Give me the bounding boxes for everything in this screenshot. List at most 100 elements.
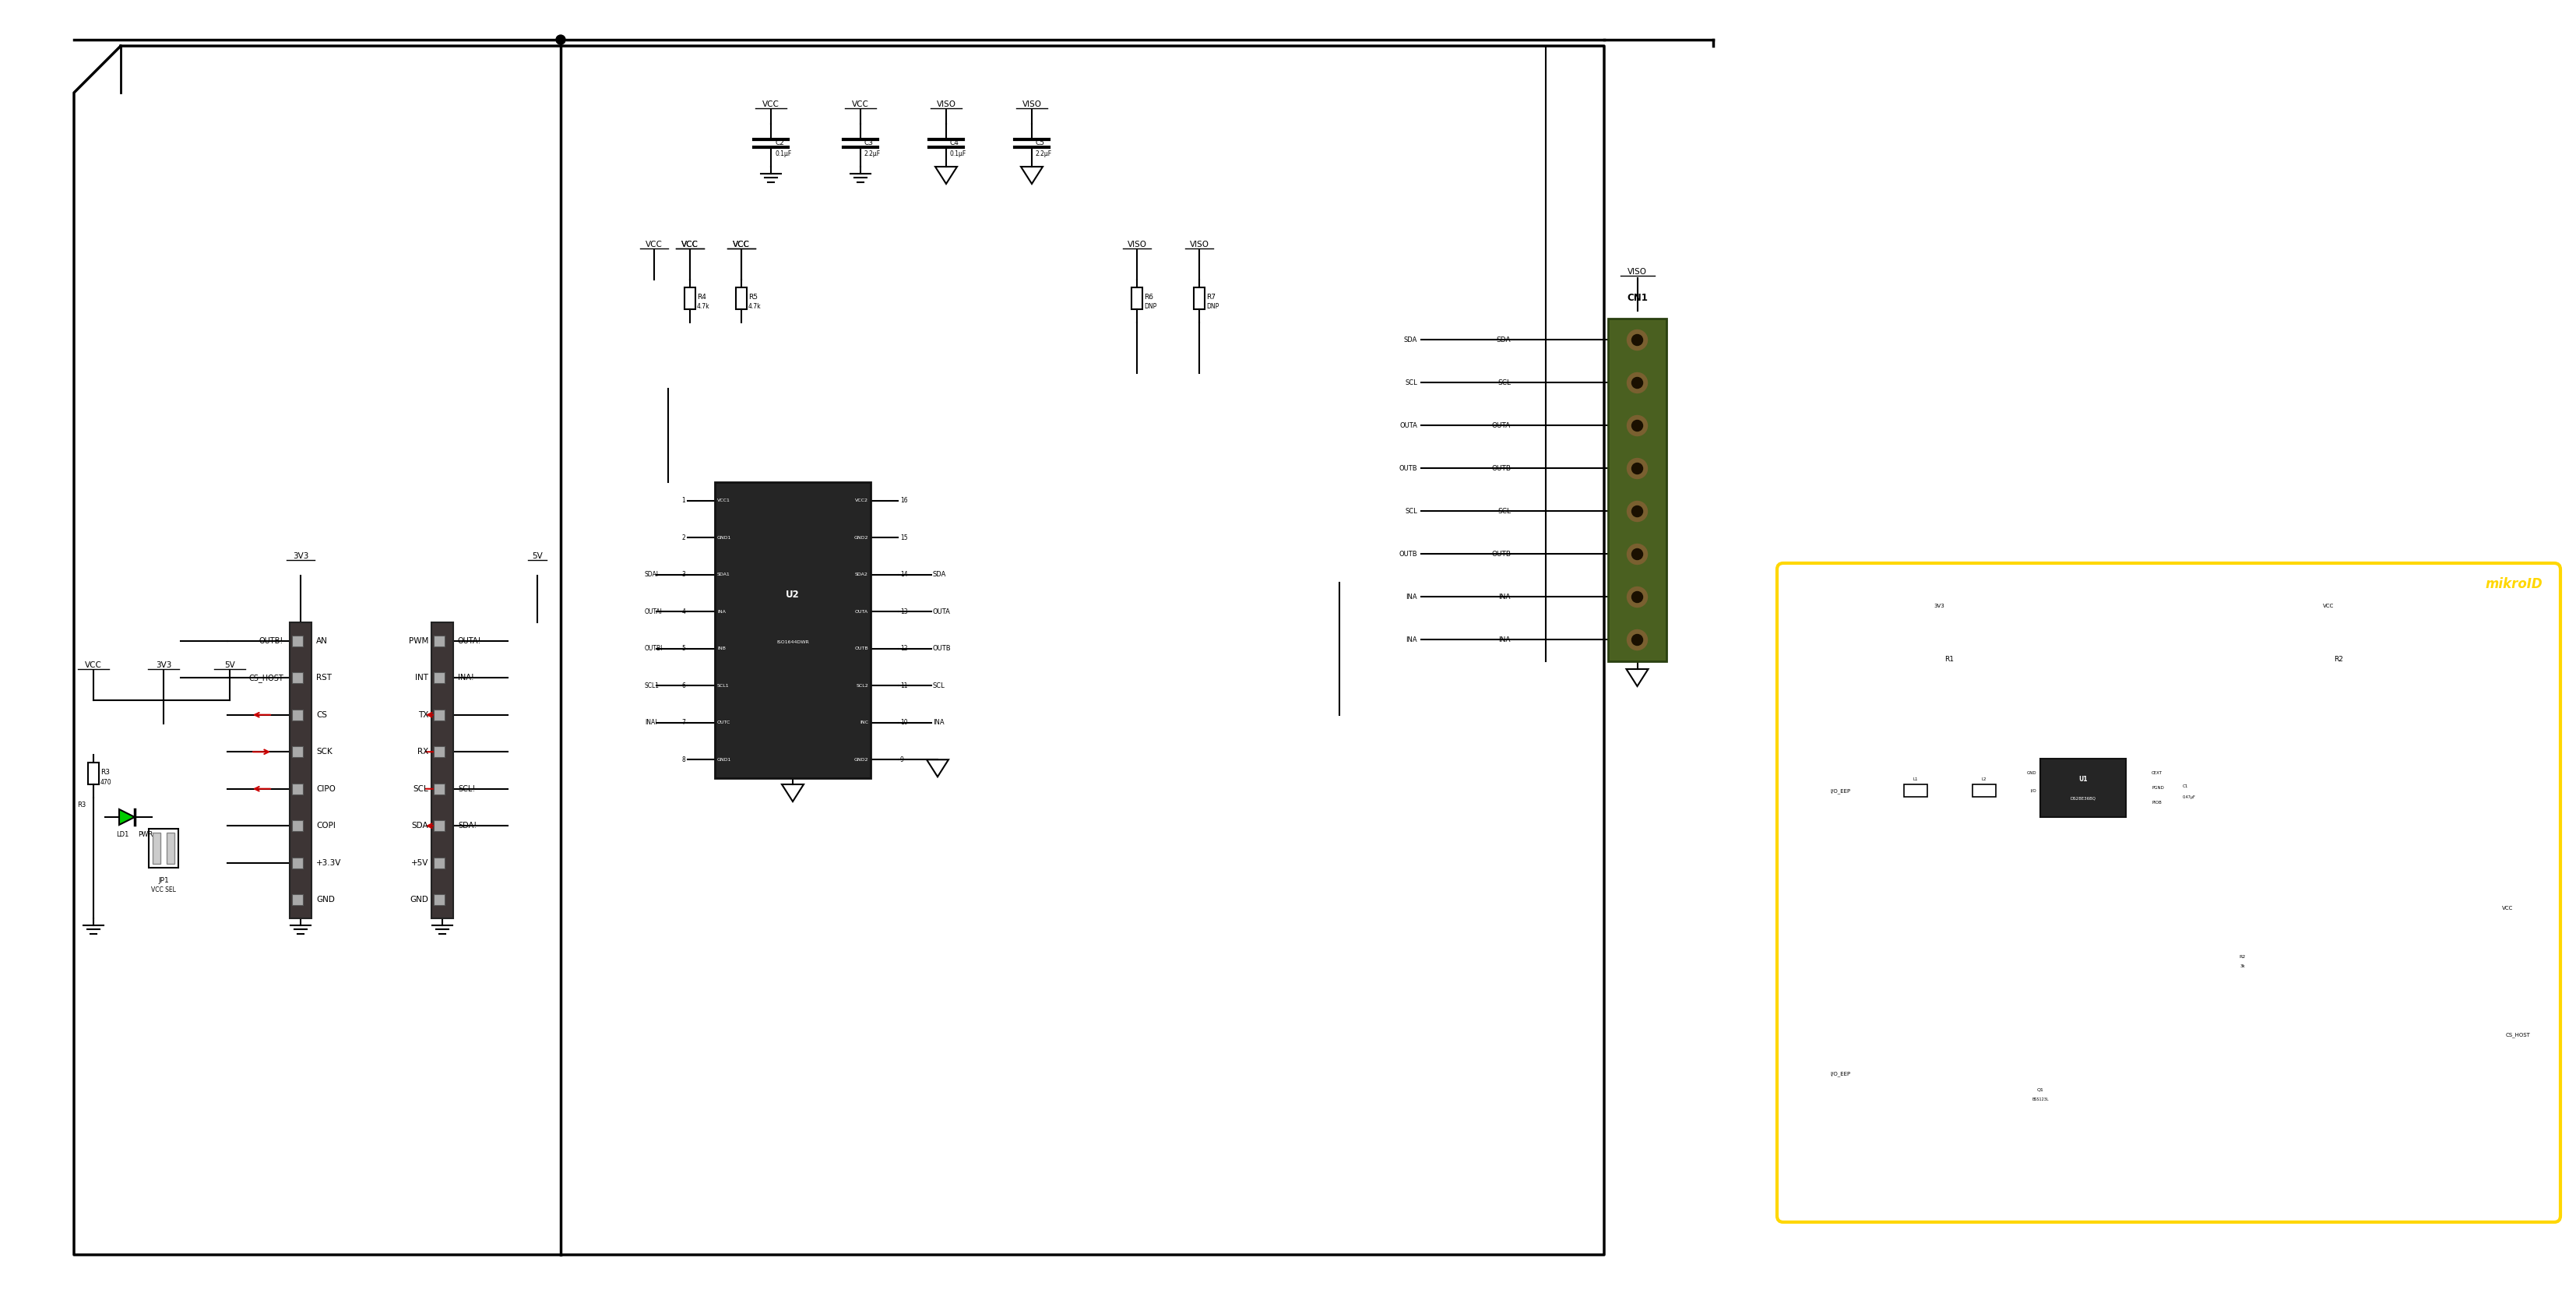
- Text: 2: 2: [683, 534, 685, 541]
- Text: VCC: VCC: [762, 100, 781, 108]
- Bar: [433, 894, 446, 905]
- Text: L2: L2: [1981, 777, 1986, 781]
- Text: CS_HOST: CS_HOST: [250, 673, 283, 682]
- Text: OUTB!: OUTB!: [260, 637, 283, 645]
- Text: OUTB: OUTB: [1492, 551, 1510, 558]
- Circle shape: [1631, 334, 1643, 346]
- Text: OUTB: OUTB: [933, 645, 951, 653]
- Text: VCC: VCC: [2501, 906, 2514, 910]
- Bar: [291, 746, 304, 758]
- Text: SCL: SCL: [1404, 508, 1417, 515]
- Text: 7: 7: [683, 719, 685, 727]
- Text: OUTB: OUTB: [1399, 551, 1417, 558]
- Text: 4.7k: 4.7k: [698, 303, 711, 311]
- Bar: [1935, 653, 1942, 668]
- Text: 2.2μF: 2.2μF: [1036, 150, 1051, 157]
- Text: INA: INA: [1499, 594, 1510, 601]
- Bar: [291, 710, 304, 720]
- Text: OUTA: OUTA: [933, 608, 951, 615]
- Bar: [291, 636, 304, 646]
- Text: SDA1: SDA1: [716, 573, 729, 577]
- Text: INB: INB: [716, 646, 726, 650]
- Text: 10: 10: [899, 719, 907, 727]
- Circle shape: [1628, 459, 1649, 478]
- Text: OUTB: OUTB: [1399, 465, 1417, 472]
- Text: mikroID: mikroID: [2486, 577, 2543, 592]
- Text: ISO1644DWR: ISO1644DWR: [775, 640, 809, 643]
- Bar: [1193, 287, 1206, 309]
- Text: 3V3: 3V3: [1935, 603, 1945, 608]
- Text: R3: R3: [100, 768, 111, 775]
- Text: VCC: VCC: [683, 240, 698, 248]
- Circle shape: [1628, 586, 1649, 607]
- Text: SCL: SCL: [412, 785, 428, 793]
- Circle shape: [1631, 420, 1643, 432]
- Text: L1: L1: [1914, 777, 1919, 781]
- Text: PWM: PWM: [410, 637, 428, 645]
- Bar: [716, 482, 871, 779]
- Text: 9: 9: [899, 757, 904, 763]
- Text: C3: C3: [866, 139, 873, 146]
- Text: SCL: SCL: [1497, 380, 1510, 386]
- Text: VISO: VISO: [1190, 240, 1208, 248]
- Text: SDA: SDA: [933, 571, 945, 578]
- Bar: [291, 820, 304, 831]
- Text: OUTA: OUTA: [1492, 423, 1510, 429]
- Text: VISO: VISO: [1023, 100, 1041, 108]
- Bar: [152, 833, 160, 863]
- Polygon shape: [118, 810, 134, 826]
- Text: R3: R3: [77, 802, 85, 809]
- Text: 14: 14: [899, 571, 907, 578]
- Bar: [1607, 318, 1667, 662]
- Text: TX: TX: [417, 711, 428, 719]
- Bar: [88, 763, 98, 784]
- Text: INAI: INAI: [644, 719, 657, 727]
- Text: 2.2μF: 2.2μF: [866, 150, 881, 157]
- Text: SDA: SDA: [1404, 337, 1417, 343]
- Text: LD1: LD1: [116, 831, 129, 837]
- Text: SCL: SCL: [1497, 508, 1510, 515]
- Text: GND1: GND1: [716, 758, 732, 762]
- Text: R6: R6: [1144, 294, 1154, 300]
- Text: 11: 11: [899, 682, 907, 689]
- Text: PWR: PWR: [139, 831, 152, 837]
- Text: C5: C5: [1036, 139, 1046, 146]
- Text: VCC SEL: VCC SEL: [152, 887, 175, 893]
- Text: GND2: GND2: [853, 536, 868, 539]
- Text: OUTB: OUTB: [1492, 465, 1510, 472]
- Text: R2: R2: [2239, 955, 2246, 959]
- Text: C1: C1: [2182, 784, 2190, 788]
- Text: PGND: PGND: [2151, 786, 2164, 790]
- Text: I/O: I/O: [2030, 789, 2038, 793]
- Text: 4.7k: 4.7k: [750, 303, 762, 311]
- Text: CIPO: CIPO: [317, 785, 335, 793]
- Text: RX: RX: [417, 747, 428, 755]
- Text: +3.3V: +3.3V: [317, 859, 343, 867]
- Bar: [289, 623, 312, 918]
- Text: 0.1μF: 0.1μF: [775, 150, 791, 157]
- Text: 1: 1: [683, 497, 685, 504]
- Text: +5V: +5V: [410, 859, 428, 867]
- Text: SDA2: SDA2: [855, 573, 868, 577]
- Text: OUTA!: OUTA!: [459, 637, 482, 645]
- Circle shape: [1631, 506, 1643, 517]
- Text: OUTB: OUTB: [855, 646, 868, 650]
- Text: 0.1μF: 0.1μF: [951, 150, 966, 157]
- Text: R7: R7: [1206, 294, 1216, 300]
- Text: 16: 16: [899, 497, 907, 504]
- Bar: [433, 784, 446, 794]
- Bar: [433, 820, 446, 831]
- Text: CN1: CN1: [1628, 292, 1649, 303]
- Text: SCL2: SCL2: [855, 684, 868, 688]
- Text: JP1: JP1: [157, 878, 170, 884]
- Text: GND1: GND1: [716, 536, 732, 539]
- Text: VISO: VISO: [1128, 240, 1146, 248]
- Bar: [1131, 287, 1141, 309]
- Text: SCL: SCL: [933, 682, 945, 689]
- Text: 6: 6: [683, 682, 685, 689]
- Text: 4: 4: [683, 608, 685, 615]
- Text: INT: INT: [415, 673, 428, 681]
- Text: SCK: SCK: [317, 747, 332, 755]
- Text: AN: AN: [317, 637, 327, 645]
- Bar: [433, 672, 446, 684]
